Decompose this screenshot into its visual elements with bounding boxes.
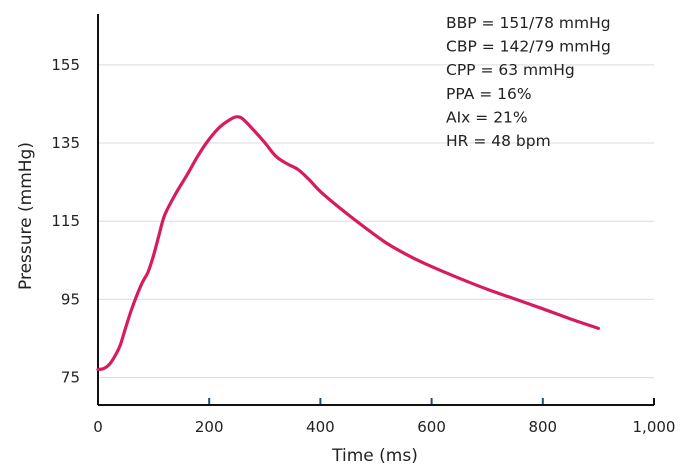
stat-annotation: AIx = 21% bbox=[446, 108, 528, 126]
x-tick-label: 400 bbox=[306, 418, 335, 436]
y-tick-label: 75 bbox=[61, 369, 80, 387]
stat-annotation: BBP = 151/78 mmHg bbox=[446, 14, 611, 32]
y-tick-label: 115 bbox=[51, 212, 80, 230]
stat-annotation: CBP = 142/79 mmHg bbox=[446, 38, 611, 56]
y-tick-label: 95 bbox=[61, 290, 80, 308]
y-tick-label: 135 bbox=[51, 134, 80, 152]
x-tick-labels: 0 200 400 600 800 1,000 bbox=[93, 398, 675, 436]
y-axis-title: Pressure (mmHg) bbox=[16, 142, 36, 290]
x-tick-label: 800 bbox=[528, 418, 557, 436]
x-tick-label: 1,000 bbox=[633, 418, 676, 436]
pressure-waveform-line bbox=[96, 115, 600, 372]
series-group bbox=[96, 115, 600, 372]
stat-annotation: HR = 48 bpm bbox=[446, 132, 551, 150]
x-tick-label: 600 bbox=[417, 418, 446, 436]
axes bbox=[97, 14, 654, 406]
stat-annotation: CPP = 63 mmHg bbox=[446, 61, 575, 79]
gridlines bbox=[98, 64, 654, 379]
stats-annotation-block: BBP = 151/78 mmHg CBP = 142/79 mmHg CPP = … bbox=[446, 14, 611, 150]
stat-annotation: PPA = 16% bbox=[446, 85, 532, 103]
x-tick-label: 0 bbox=[93, 418, 103, 436]
y-tick-label: 155 bbox=[51, 56, 80, 74]
x-axis-title: Time (ms) bbox=[331, 446, 418, 466]
x-tick-label: 200 bbox=[195, 418, 224, 436]
y-tick-labels: 75 95 115 135 155 bbox=[51, 56, 80, 387]
